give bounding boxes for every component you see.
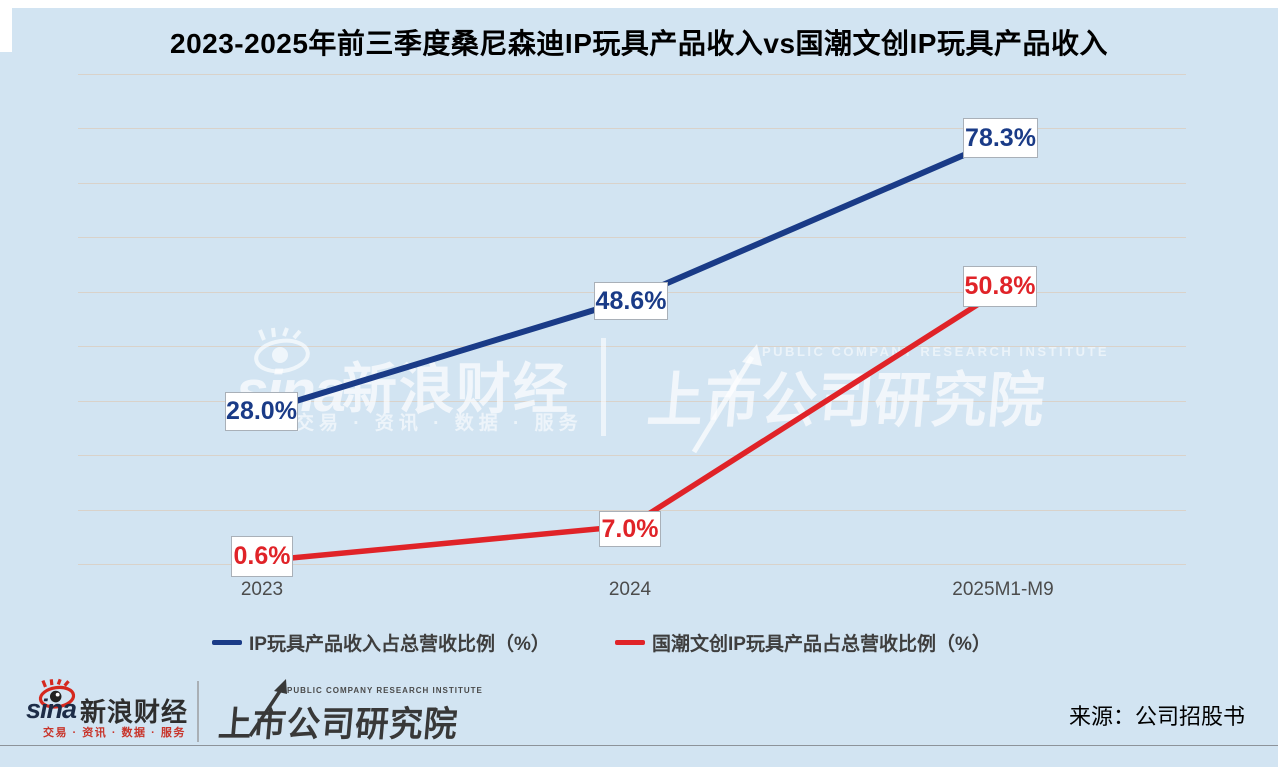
- legend-item-ip-toys: IP玩具产品收入占总营收比例（%）: [212, 629, 550, 656]
- source-text: 来源：公司招股书: [1068, 704, 1245, 729]
- sina-eye-icon-footer: [38, 678, 76, 709]
- footer-logo-divider: [197, 681, 199, 742]
- legend-label-ip-toys: IP玩具产品收入占总营收比例（%）: [249, 634, 550, 655]
- chart-title: 2023-2025年前三季度桑尼森迪IP玩具产品收入vs国潮文创IP玩具产品收入: [170, 28, 1108, 59]
- legend-label-guochao: 国潮文创IP玩具产品占总营收比例（%）: [652, 634, 991, 655]
- x-axis-label-2023: 2023: [240, 579, 284, 600]
- sina-brand-footer: 新浪财经: [80, 697, 189, 727]
- x-axis-label-2025: 2025M1-M9: [952, 579, 1054, 600]
- data-label-blue-2025: 78.3%: [963, 118, 1038, 158]
- legend-item-guochao: 国潮文创IP玩具产品占总营收比例（%）: [615, 629, 991, 656]
- legend-marker-blue: [212, 640, 242, 645]
- sina-wordmark-footer: sina: [26, 694, 77, 724]
- data-label-red-2024: 7.0%: [599, 511, 661, 547]
- x-axis-label-2024: 2024: [608, 579, 652, 600]
- data-label-red-2023: 0.6%: [231, 536, 293, 577]
- pcri-english-footer: PUBLIC COMPANY RESEARCH INSTITUTE: [287, 686, 483, 695]
- sina-tagline-footer: 交易 · 资讯 · 数据 · 服务: [43, 727, 186, 739]
- corner-margin-strip: [0, 0, 12, 52]
- data-label-blue-2024: 48.6%: [594, 282, 668, 320]
- footer-rule: [0, 745, 1278, 746]
- data-label-blue-2023: 28.0%: [225, 392, 298, 431]
- legend-marker-red: [615, 640, 645, 645]
- top-margin-strip: [0, 0, 1278, 8]
- data-label-red-2025: 50.8%: [963, 266, 1037, 307]
